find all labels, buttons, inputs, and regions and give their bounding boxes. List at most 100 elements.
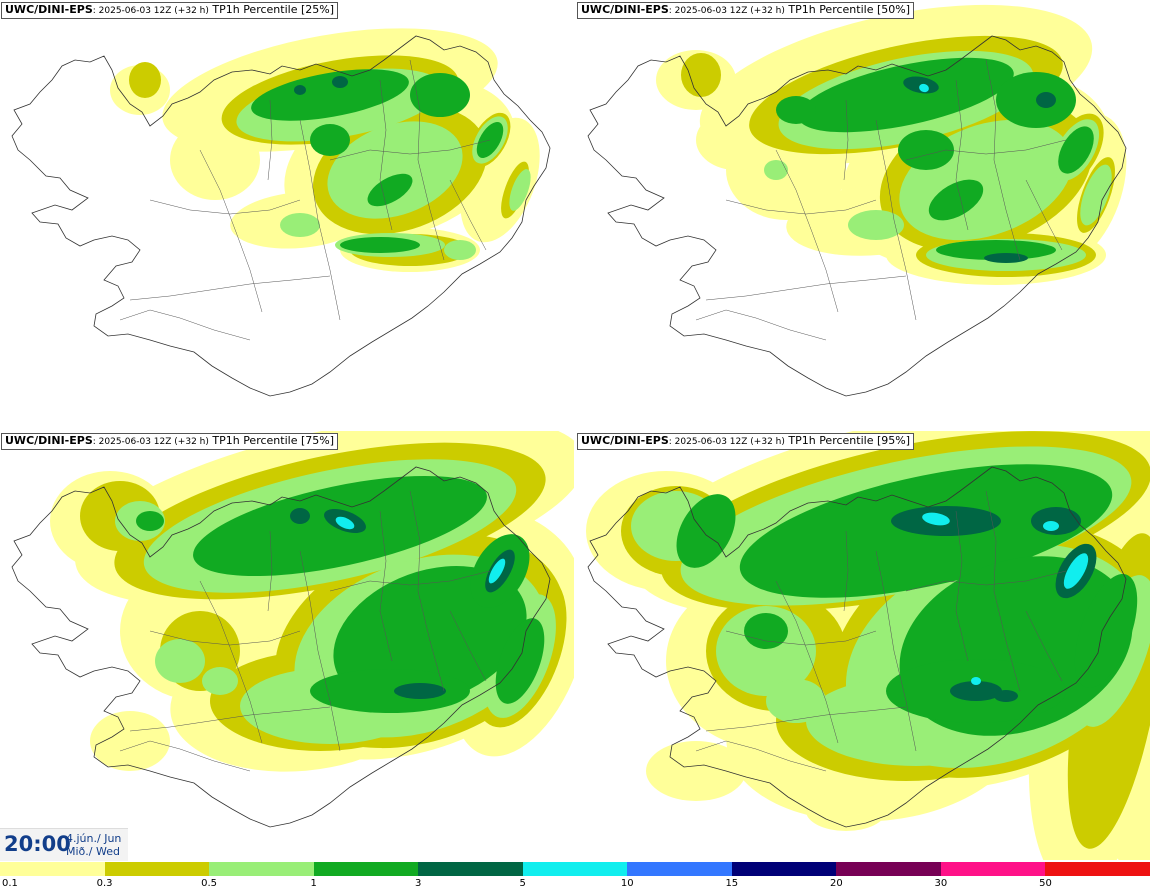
precip-contour xyxy=(716,606,816,696)
precip-contour xyxy=(681,53,721,97)
road-line xyxy=(449,610,487,682)
road-line xyxy=(299,119,341,321)
panel-title: UWC/DINI-EPS: 2025-06-03 12Z (+32 h) TP1… xyxy=(1,2,338,19)
coastline xyxy=(11,35,551,397)
legend-swatch xyxy=(104,862,210,876)
legend-tick: 15 xyxy=(725,878,739,889)
precip-contour xyxy=(744,613,788,649)
precip-contour xyxy=(327,121,463,219)
road-line xyxy=(775,580,839,744)
precip-contour xyxy=(1080,164,1112,226)
precip-contour xyxy=(1074,573,1138,689)
precip-field xyxy=(586,431,1150,860)
valid-time-box: 20:00 4.jún./ Jun Mið./ Wed xyxy=(0,828,128,861)
legend-tick: 10 xyxy=(620,878,634,889)
precip-map xyxy=(11,28,551,397)
precip-contour xyxy=(251,69,409,121)
precip-contour xyxy=(936,240,1056,260)
road-line xyxy=(1025,610,1063,682)
precip-contour xyxy=(1043,521,1059,531)
precip-map xyxy=(11,431,574,828)
precip-contour xyxy=(394,683,446,699)
precip-contour xyxy=(129,62,161,98)
precip-contour xyxy=(495,618,545,704)
valid-date-line1: 4.jún./ Jun xyxy=(66,832,122,845)
road-line xyxy=(955,79,969,231)
precip-contour xyxy=(367,173,413,207)
precip-contour xyxy=(1031,507,1081,535)
precip-contour xyxy=(848,210,904,240)
road-line xyxy=(329,570,491,592)
precip-contour xyxy=(676,494,736,568)
road-line xyxy=(379,510,393,662)
precip-contour xyxy=(340,237,420,253)
precip-contour xyxy=(170,120,260,200)
precip-contour xyxy=(950,681,1002,701)
road-line xyxy=(267,530,273,612)
precip-contour xyxy=(202,667,238,695)
precip-contour xyxy=(798,57,1014,133)
iceland-coastline xyxy=(587,35,1127,397)
legend-tick: 20 xyxy=(829,878,843,889)
panel-title: UWC/DINI-EPS: 2025-06-03 12Z (+32 h) TP1… xyxy=(577,2,914,19)
road-line xyxy=(119,309,251,341)
precip-contour xyxy=(294,85,306,95)
legend-swatch xyxy=(0,862,106,876)
road-line xyxy=(905,570,1067,592)
precip-contour xyxy=(155,639,205,683)
road-line xyxy=(129,275,331,301)
color-legend: 0.1 0.3 0.5 1 3 5 10 15 20 30 50 xyxy=(0,862,1150,891)
precip-contour xyxy=(1058,126,1094,174)
road-line xyxy=(905,139,1067,161)
precip-contour xyxy=(646,741,746,801)
panel-title: UWC/DINI-EPS: 2025-06-03 12Z (+32 h) TP1… xyxy=(577,433,914,450)
precip-contour xyxy=(971,677,981,685)
legend-tick: 0.5 xyxy=(201,878,218,889)
road-line xyxy=(449,179,487,251)
iceland-coastline xyxy=(587,466,1127,828)
legend-tick: 30 xyxy=(934,878,948,889)
road-line xyxy=(705,275,907,301)
road-line xyxy=(985,490,1021,692)
legend-tick: 0.3 xyxy=(96,878,113,889)
road-line xyxy=(329,139,491,161)
legend-swatch xyxy=(940,862,1046,876)
road-line xyxy=(705,706,907,732)
precip-map xyxy=(586,431,1150,860)
legend-swatch xyxy=(836,862,942,876)
legend-tick: 1 xyxy=(310,878,317,889)
precip-contour xyxy=(509,169,531,211)
map-panel-p75: UWC/DINI-EPS: 2025-06-03 12Z (+32 h) TP1… xyxy=(0,431,574,860)
precip-contour xyxy=(310,124,350,156)
precip-contour xyxy=(806,791,886,831)
precip-contour xyxy=(928,179,984,221)
road-line xyxy=(775,149,839,313)
map-panel-p25: UWC/DINI-EPS: 2025-06-03 12Z (+32 h) TP1… xyxy=(0,0,574,429)
precip-contour xyxy=(136,511,164,531)
road-line xyxy=(875,119,917,321)
road-line xyxy=(843,530,849,612)
road-line xyxy=(379,79,393,231)
coastline xyxy=(11,466,551,828)
legend-tick: 0.1 xyxy=(2,878,18,889)
road-line xyxy=(149,630,301,646)
precip-contour xyxy=(488,558,506,584)
road-line xyxy=(199,580,263,744)
road-line xyxy=(267,99,273,181)
legend-swatch xyxy=(522,862,628,876)
precip-contour xyxy=(335,516,355,530)
road-line xyxy=(985,59,1021,261)
precip-map xyxy=(587,4,1127,397)
road-line xyxy=(955,510,969,662)
road-line xyxy=(875,550,917,752)
legend-swatch xyxy=(731,862,837,876)
precip-contour xyxy=(994,690,1018,702)
precip-contour xyxy=(922,512,950,526)
road-line xyxy=(1025,179,1063,251)
precip-contour xyxy=(1063,553,1089,589)
road-line xyxy=(725,199,877,215)
legend-swatch xyxy=(418,862,524,876)
road-line xyxy=(843,99,849,181)
precip-contour xyxy=(766,679,826,723)
panel-divider xyxy=(574,0,576,860)
